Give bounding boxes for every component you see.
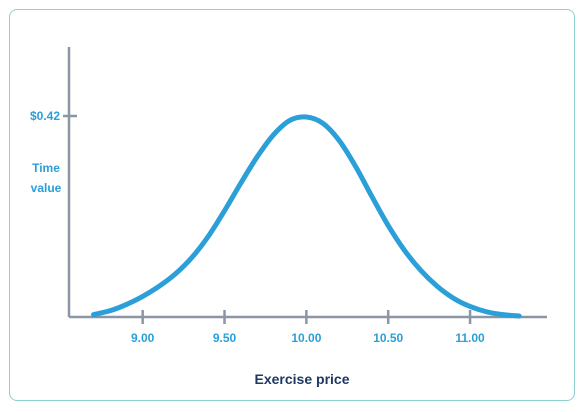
x-tick-label: 10.00 [291,331,321,345]
y-ticks: $0.42 [30,109,77,123]
x-axis-label: Exercise price [255,371,350,387]
chart-frame [9,9,575,401]
x-tick-label: 10.50 [373,331,403,345]
x-tick-label: 9.00 [131,331,155,345]
x-tick-label: 11.00 [455,331,485,345]
x-ticks: 9.00 9.50 10.00 10.50 11.00 [131,310,485,345]
y-tick-label: $0.42 [30,109,60,123]
y-axis-label-line-2: value [31,181,62,195]
y-axis-label-line-1: Time [32,161,60,175]
time-value-curve [91,114,522,319]
x-tick-label: 9.50 [213,331,237,345]
